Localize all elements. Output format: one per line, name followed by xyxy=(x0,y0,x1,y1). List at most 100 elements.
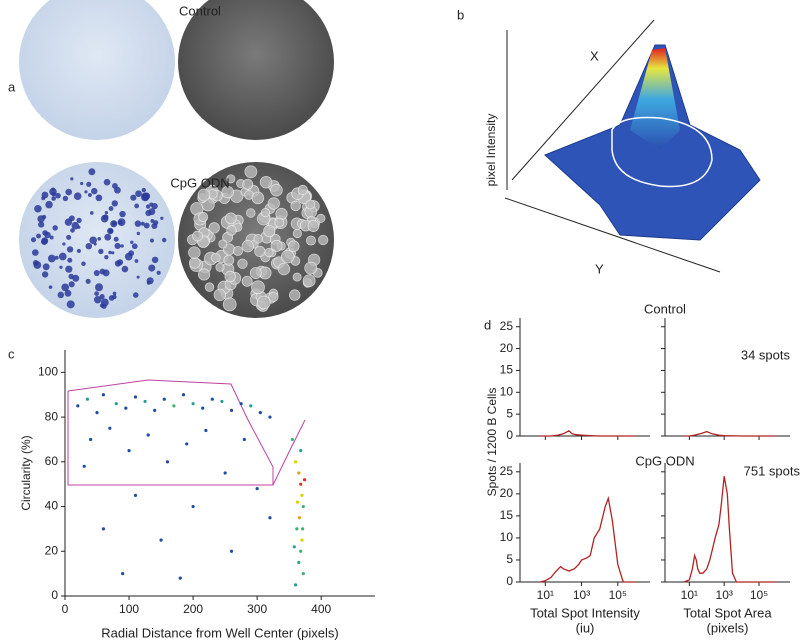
x-tick-label: 10¹ xyxy=(537,588,554,602)
panel-label: a xyxy=(8,79,16,94)
panel-label: b xyxy=(457,7,464,22)
point xyxy=(292,545,296,549)
line xyxy=(684,430,777,437)
spot xyxy=(146,277,154,285)
x-tick-label: 10³ xyxy=(573,588,590,602)
spot-outline xyxy=(198,268,211,281)
spot xyxy=(51,196,56,201)
x-tick-label: 10⁵ xyxy=(750,588,768,602)
point xyxy=(165,460,170,464)
point xyxy=(302,478,307,482)
spot xyxy=(119,210,126,218)
spot xyxy=(136,275,140,279)
spot xyxy=(93,270,100,277)
point xyxy=(229,549,234,553)
spot xyxy=(52,225,58,231)
spot-outline xyxy=(192,230,203,242)
spot xyxy=(107,227,114,235)
spot xyxy=(161,237,167,243)
spot xyxy=(103,178,111,186)
spot xyxy=(45,200,53,209)
spot-outline xyxy=(289,289,301,301)
spot-outline xyxy=(277,262,291,276)
spot xyxy=(160,216,164,220)
spot xyxy=(134,220,142,227)
point xyxy=(101,527,106,531)
point xyxy=(229,408,234,412)
y-tick-label: 100 xyxy=(38,365,58,379)
x-tick-label: 200 xyxy=(183,602,203,616)
x-tick-label: 100 xyxy=(119,602,139,616)
spot xyxy=(93,242,97,246)
spot-outline xyxy=(215,262,225,272)
spot-outline xyxy=(267,197,280,210)
spot-outline xyxy=(242,178,254,190)
x-axis-label: Total Spot Area xyxy=(683,605,772,620)
spot xyxy=(100,214,109,223)
spot xyxy=(34,204,42,213)
well-image xyxy=(19,162,175,318)
spot xyxy=(71,221,80,230)
spot xyxy=(150,219,155,223)
spot-outline xyxy=(210,252,221,263)
y-tick-label: 25 xyxy=(500,464,514,478)
panel-b: b X Y pixel Intensity xyxy=(457,7,761,276)
panel-label: d xyxy=(484,317,491,332)
panel-c: c xyxy=(8,346,306,486)
spot xyxy=(95,283,103,292)
spot xyxy=(76,248,81,254)
spot xyxy=(61,283,69,292)
spot xyxy=(111,221,117,226)
line xyxy=(539,495,636,583)
panel-title: CpG ODN xyxy=(635,453,694,468)
point xyxy=(89,437,93,442)
spot-outline xyxy=(226,174,236,184)
spot xyxy=(143,222,150,229)
point xyxy=(290,437,294,442)
point xyxy=(95,411,99,415)
spot xyxy=(77,225,81,229)
spot xyxy=(86,181,92,187)
spot xyxy=(120,244,124,248)
spot-outline xyxy=(253,234,263,244)
spot xyxy=(38,221,45,228)
point xyxy=(297,516,302,520)
spot xyxy=(149,238,155,243)
spot xyxy=(47,254,56,263)
well-image xyxy=(178,0,334,140)
spot xyxy=(65,265,73,273)
spot xyxy=(156,270,161,275)
spot-count: 751 spots xyxy=(744,463,800,478)
point xyxy=(191,402,195,406)
spot-outline xyxy=(222,297,237,312)
point xyxy=(301,572,305,576)
spots xyxy=(30,165,329,312)
spot xyxy=(112,294,117,300)
point xyxy=(242,437,246,442)
spot xyxy=(72,274,80,282)
spot xyxy=(30,237,37,243)
point xyxy=(153,408,157,412)
point xyxy=(82,464,86,468)
spot xyxy=(41,191,49,199)
spot-outline xyxy=(188,257,201,269)
x-axis-label: (iu) xyxy=(576,620,595,635)
point xyxy=(295,500,300,504)
x-tick-label: 10⁵ xyxy=(609,588,627,602)
spot xyxy=(89,236,97,245)
y-tick-label: 10 xyxy=(500,384,514,398)
point xyxy=(172,404,176,408)
image-label: Control xyxy=(179,3,221,18)
y-tick-label: 10 xyxy=(500,530,514,544)
spot-outline xyxy=(270,183,283,197)
y-tick-label: 0 xyxy=(506,574,513,588)
spot xyxy=(134,203,140,209)
spot-outline xyxy=(241,275,253,287)
spot-outline xyxy=(246,208,256,218)
point xyxy=(299,449,303,453)
point xyxy=(101,393,106,397)
spot-outline xyxy=(237,258,248,269)
point xyxy=(239,402,243,406)
spot-outline xyxy=(304,261,318,275)
point xyxy=(300,538,304,542)
